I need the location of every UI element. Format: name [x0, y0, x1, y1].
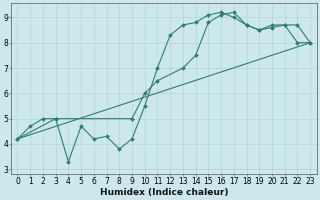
X-axis label: Humidex (Indice chaleur): Humidex (Indice chaleur) [100, 188, 228, 197]
